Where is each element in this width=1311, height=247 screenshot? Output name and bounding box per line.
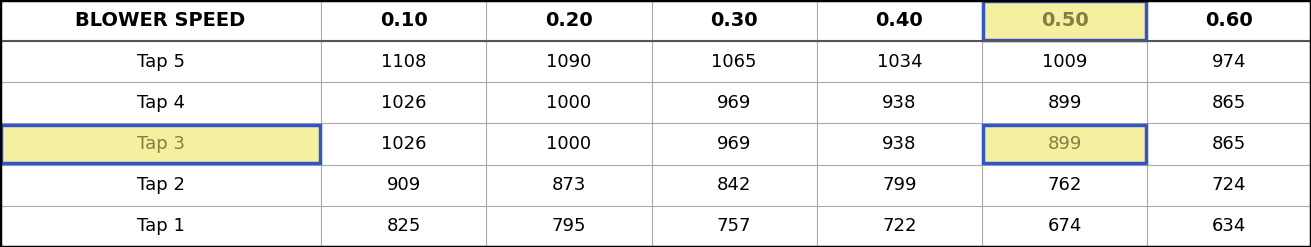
Bar: [1147, 206, 1311, 247]
Bar: [486, 41, 652, 82]
Bar: [983, 1, 1146, 40]
Text: 865: 865: [1211, 94, 1247, 112]
Text: 1009: 1009: [1042, 53, 1087, 71]
Text: 909: 909: [387, 176, 421, 194]
Text: 865: 865: [1211, 135, 1247, 153]
Bar: [817, 82, 982, 124]
Text: 1000: 1000: [547, 94, 591, 112]
Bar: [321, 165, 486, 206]
Text: 634: 634: [1211, 217, 1247, 235]
Bar: [1, 125, 320, 164]
Text: BLOWER SPEED: BLOWER SPEED: [76, 11, 245, 30]
Bar: [0, 41, 321, 82]
Bar: [817, 165, 982, 206]
Bar: [817, 124, 982, 165]
Bar: [1147, 41, 1311, 82]
Text: 938: 938: [882, 94, 916, 112]
Bar: [486, 0, 652, 41]
Text: 1065: 1065: [712, 53, 756, 71]
Bar: [0, 82, 321, 124]
Text: 899: 899: [1047, 94, 1082, 112]
Text: 722: 722: [882, 217, 916, 235]
Bar: [652, 82, 817, 124]
Bar: [0, 206, 321, 247]
Text: 0.50: 0.50: [1041, 11, 1088, 30]
Bar: [0, 0, 321, 41]
Text: 795: 795: [552, 217, 586, 235]
Bar: [1147, 124, 1311, 165]
Text: 724: 724: [1211, 176, 1247, 194]
Bar: [652, 0, 817, 41]
Bar: [817, 41, 982, 82]
Text: 0.30: 0.30: [711, 11, 758, 30]
Text: 938: 938: [882, 135, 916, 153]
Bar: [321, 0, 486, 41]
Bar: [652, 41, 817, 82]
Bar: [321, 82, 486, 124]
Bar: [817, 0, 982, 41]
Text: Tap 5: Tap 5: [136, 53, 185, 71]
Bar: [983, 125, 1146, 164]
Bar: [486, 165, 652, 206]
Text: Tap 3: Tap 3: [136, 135, 185, 153]
Bar: [0, 124, 321, 165]
Bar: [486, 124, 652, 165]
Bar: [321, 206, 486, 247]
Bar: [486, 206, 652, 247]
Text: 1026: 1026: [382, 94, 426, 112]
Text: 873: 873: [552, 176, 586, 194]
Text: 762: 762: [1047, 176, 1082, 194]
Text: 1034: 1034: [877, 53, 922, 71]
Text: 0.10: 0.10: [380, 11, 427, 30]
Bar: [321, 41, 486, 82]
Bar: [652, 124, 817, 165]
Text: 674: 674: [1047, 217, 1082, 235]
Text: 799: 799: [882, 176, 916, 194]
Text: 825: 825: [387, 217, 421, 235]
Text: 757: 757: [717, 217, 751, 235]
Bar: [321, 124, 486, 165]
Bar: [1147, 0, 1311, 41]
Bar: [0, 165, 321, 206]
Text: Tap 2: Tap 2: [136, 176, 185, 194]
Text: 0.60: 0.60: [1205, 11, 1253, 30]
Text: 1090: 1090: [547, 53, 591, 71]
Bar: [1147, 165, 1311, 206]
Text: Tap 1: Tap 1: [136, 217, 185, 235]
Text: 969: 969: [717, 135, 751, 153]
Bar: [982, 0, 1147, 41]
Bar: [652, 206, 817, 247]
Text: 842: 842: [717, 176, 751, 194]
Text: 969: 969: [717, 94, 751, 112]
Bar: [817, 206, 982, 247]
Bar: [982, 206, 1147, 247]
Text: Tap 4: Tap 4: [136, 94, 185, 112]
Bar: [652, 165, 817, 206]
Text: 1108: 1108: [382, 53, 426, 71]
Bar: [1147, 82, 1311, 124]
Text: 1000: 1000: [547, 135, 591, 153]
Bar: [982, 124, 1147, 165]
Text: 0.40: 0.40: [876, 11, 923, 30]
Bar: [486, 82, 652, 124]
Text: 974: 974: [1211, 53, 1247, 71]
Bar: [982, 82, 1147, 124]
Bar: [982, 165, 1147, 206]
Text: 899: 899: [1047, 135, 1082, 153]
Text: 1026: 1026: [382, 135, 426, 153]
Bar: [982, 41, 1147, 82]
Text: 0.20: 0.20: [545, 11, 593, 30]
